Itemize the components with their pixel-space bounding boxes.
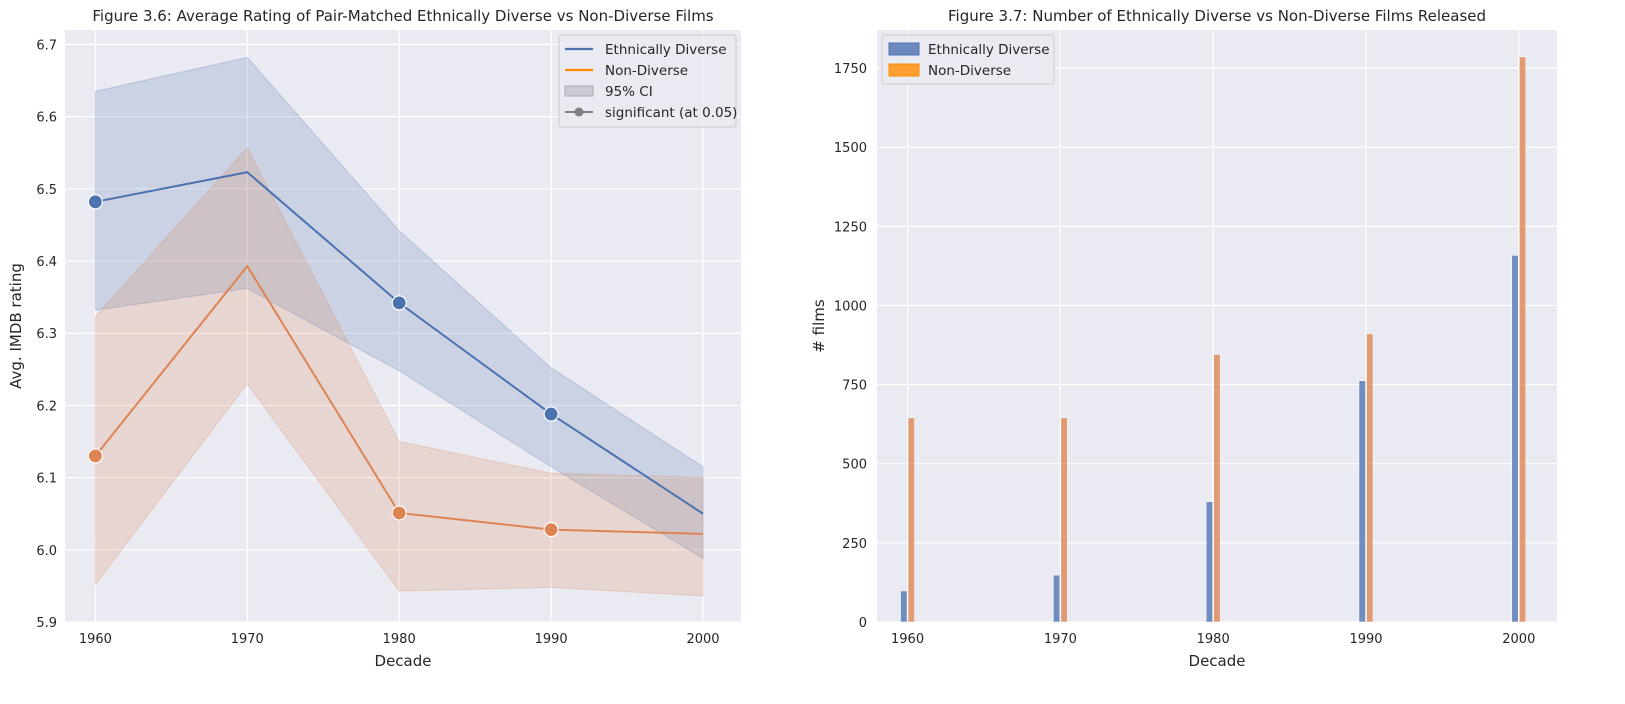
- bar-chart-y-tick-label: 1250: [834, 220, 867, 235]
- significant-point-series-0: [391, 295, 407, 311]
- significant-point-series-0: [87, 194, 103, 210]
- bar-chart-title: Figure 3.7: Number of Ethnically Diverse…: [948, 7, 1486, 25]
- bar-series-1: [907, 417, 915, 623]
- bar-chart-x-tick-label: 1990: [1349, 632, 1382, 647]
- legend-label: significant (at 0.05): [605, 105, 737, 121]
- significant-point-series-1: [391, 505, 407, 521]
- bar-chart-x-tick-label: 1960: [891, 632, 924, 647]
- bar-chart-x-tick-label: 1970: [1044, 632, 1077, 647]
- legend-ci-swatch: [564, 85, 594, 97]
- bar-series-0: [1205, 501, 1213, 623]
- line-chart: 5.9 6.0 6.1 6.2 6.3 6.4 6.5 6.6 6.7 1960 1970 1980 1…: [7, 7, 741, 670]
- bar-chart-x-tick-label: 2000: [1502, 632, 1535, 647]
- line-chart-y-tick-label: 6.5: [36, 183, 57, 198]
- significant-point-series-1: [543, 521, 559, 538]
- legend-label: 95% CI: [605, 84, 653, 100]
- line-chart-y-tick-label: 6.4: [36, 255, 57, 270]
- bar-chart-x-axis-label: Decade: [1189, 652, 1246, 670]
- legend-label: Ethnically Diverse: [605, 42, 727, 58]
- significant-point-series-1: [87, 448, 103, 464]
- bar-series-0: [900, 590, 908, 623]
- significant-point-series-0: [543, 406, 559, 422]
- line-chart-x-tick-label: 2000: [686, 632, 719, 647]
- bar-series-0: [1358, 380, 1366, 623]
- line-chart-x-tick-label: 1980: [383, 632, 416, 647]
- line-chart-legend: Ethnically Diverse Non-Diverse 95% CI signi…: [558, 34, 737, 128]
- line-chart-y-tick-label: 6.0: [36, 544, 57, 559]
- bar-chart-y-tick-label: 1500: [834, 141, 867, 156]
- line-chart-x-axis-label: Decade: [375, 652, 432, 670]
- line-chart-y-axis-label: Avg. IMDB rating: [7, 263, 25, 389]
- line-chart-y-tick-label: 6.2: [36, 399, 57, 414]
- line-chart-y-tick-label: 6.1: [36, 472, 57, 487]
- bar-chart-x-tick-label: 1980: [1197, 632, 1230, 647]
- bar-chart-y-tick-label: 750: [842, 379, 867, 394]
- bar-series-0: [1511, 255, 1519, 623]
- bar-chart-y-tick-label: 1750: [834, 62, 867, 77]
- legend-label: Ethnically Diverse: [928, 42, 1050, 58]
- ci-band-series-1: [94, 146, 704, 597]
- bar-series-1: [1213, 354, 1221, 623]
- bar-chart: 0 250 500 750 1000 1250 1500 1750 1960 1970 1980 19…: [810, 7, 1557, 670]
- bar-series-1: [1366, 333, 1374, 623]
- bar-series-1: [1519, 56, 1527, 623]
- bar-chart-y-tick-label: 250: [842, 537, 867, 552]
- line-chart-x-tick-label: 1960: [79, 632, 112, 647]
- line-chart-y-tick-label: 6.7: [36, 38, 57, 53]
- line-chart-y-tick-label: 6.3: [36, 327, 57, 342]
- line-chart-legend-box: [558, 34, 737, 128]
- bar-chart-legend-box: [881, 34, 1055, 85]
- legend-bar-swatch: [888, 63, 920, 77]
- bar-chart-legend: Ethnically Diverse Non-Diverse: [881, 34, 1055, 85]
- legend-label: Non-Diverse: [928, 63, 1011, 79]
- line-chart-x-tick-label: 1990: [535, 632, 568, 647]
- bar-chart-y-axis-label: # films: [810, 299, 828, 353]
- bar-chart-y-tick-label: 500: [842, 458, 867, 473]
- bar-chart-y-tick-label: 1000: [834, 299, 867, 314]
- line-chart-x-tick-label: 1970: [231, 632, 264, 647]
- bar-series-1: [1060, 417, 1068, 623]
- bar-chart-y-tick-label: 0: [859, 616, 867, 631]
- line-chart-title: Figure 3.6: Average Rating of Pair-Match…: [92, 7, 713, 25]
- legend-label: Non-Diverse: [605, 63, 688, 79]
- legend-bar-swatch: [888, 42, 920, 56]
- legend-marker-swatch: [574, 107, 584, 117]
- line-chart-y-tick-label: 6.6: [36, 111, 57, 126]
- line-chart-plot-area: [65, 30, 741, 622]
- bar-series-0: [1053, 574, 1061, 623]
- line-chart-y-tick-label: 5.9: [36, 616, 57, 631]
